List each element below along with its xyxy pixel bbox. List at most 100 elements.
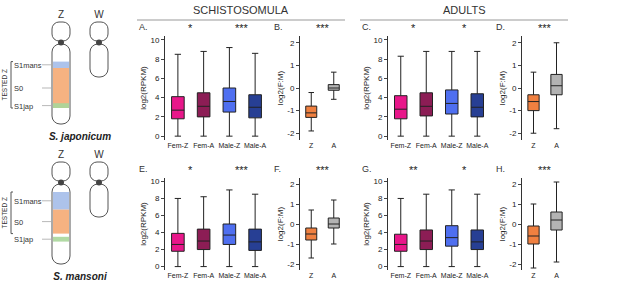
svg-text:log2(RPKM): log2(RPKM) <box>362 66 371 110</box>
svg-text:0: 0 <box>512 220 517 229</box>
svg-text:G.: G. <box>362 164 372 174</box>
svg-text:S. mansoni: S. mansoni <box>53 271 107 282</box>
svg-text:0: 0 <box>378 262 383 271</box>
svg-text:6: 6 <box>378 211 383 220</box>
svg-text:-1: -1 <box>509 106 517 115</box>
svg-text:-2: -2 <box>509 129 517 138</box>
svg-text:0: 0 <box>512 84 517 93</box>
svg-text:-2: -2 <box>287 129 295 138</box>
svg-text:2: 2 <box>155 113 160 122</box>
svg-text:10: 10 <box>150 177 159 186</box>
svg-text:4: 4 <box>378 93 383 102</box>
svg-text:A: A <box>331 142 336 149</box>
svg-text:B.: B. <box>274 22 283 32</box>
svg-text:8: 8 <box>378 55 383 64</box>
svg-text:***: *** <box>316 164 330 176</box>
svg-text:Male-Z: Male-Z <box>218 272 241 279</box>
svg-text:10: 10 <box>373 177 382 186</box>
svg-text:C.: C. <box>362 22 371 32</box>
svg-text:TESTED Z: TESTED Z <box>1 69 8 100</box>
svg-text:A: A <box>331 272 336 279</box>
svg-text:2: 2 <box>378 113 383 122</box>
svg-text:***: *** <box>316 22 330 34</box>
svg-text:*: * <box>462 164 467 176</box>
svg-text:Fem-A: Fem-A <box>193 142 214 149</box>
svg-text:log2(F:M): log2(F:M) <box>276 207 285 242</box>
svg-text:0: 0 <box>378 132 383 141</box>
svg-text:4: 4 <box>155 93 160 102</box>
svg-text:-1: -1 <box>287 106 295 115</box>
svg-text:W: W <box>94 9 104 20</box>
svg-text:Z: Z <box>58 9 64 20</box>
svg-text:4: 4 <box>378 228 383 237</box>
svg-text:ADULTS: ADULTS <box>443 4 486 16</box>
svg-text:S1mans: S1mans <box>14 61 42 70</box>
svg-text:1: 1 <box>290 61 295 70</box>
svg-text:A.: A. <box>139 22 148 32</box>
svg-text:log2(F:M): log2(F:M) <box>498 207 507 242</box>
svg-text:Male-A: Male-A <box>244 272 267 279</box>
svg-text:6: 6 <box>378 74 383 83</box>
svg-text:H.: H. <box>496 164 505 174</box>
svg-text:Z: Z <box>309 142 314 149</box>
svg-text:Fem-Z: Fem-Z <box>390 272 411 279</box>
svg-text:Male-Z: Male-Z <box>441 142 464 149</box>
svg-text:D.: D. <box>496 22 505 32</box>
svg-text:***: *** <box>235 22 249 34</box>
svg-text:8: 8 <box>155 194 160 203</box>
svg-text:Z: Z <box>309 272 314 279</box>
svg-text:Z: Z <box>58 149 64 160</box>
svg-text:8: 8 <box>378 194 383 203</box>
svg-text:S0: S0 <box>14 84 23 93</box>
svg-text:log2(F:M): log2(F:M) <box>498 71 507 106</box>
svg-text:2: 2 <box>290 180 295 189</box>
svg-text:Fem-A: Fem-A <box>416 142 437 149</box>
svg-text:-1: -1 <box>509 240 517 249</box>
svg-text:S. japonicum: S. japonicum <box>49 131 111 142</box>
svg-text:Male-Z: Male-Z <box>218 142 241 149</box>
svg-text:1: 1 <box>512 61 517 70</box>
svg-text:S1jap: S1jap <box>14 235 33 244</box>
svg-text:log2(RPKM): log2(RPKM) <box>139 66 148 110</box>
svg-text:Male-A: Male-A <box>466 142 489 149</box>
svg-text:10: 10 <box>150 36 159 45</box>
svg-text:F.: F. <box>274 164 281 174</box>
svg-text:1: 1 <box>290 200 295 209</box>
svg-text:Fem-A: Fem-A <box>193 272 214 279</box>
svg-text:Fem-Z: Fem-Z <box>390 142 411 149</box>
svg-text:-1: -1 <box>287 240 295 249</box>
svg-text:S1mans: S1mans <box>14 197 42 206</box>
svg-text:2: 2 <box>290 39 295 48</box>
svg-text:Z: Z <box>531 142 536 149</box>
svg-text:Fem-A: Fem-A <box>416 272 437 279</box>
svg-text:log2(RPKM): log2(RPKM) <box>139 202 148 246</box>
svg-text:Fem-Z: Fem-Z <box>168 272 189 279</box>
svg-text:4: 4 <box>155 228 160 237</box>
svg-text:E.: E. <box>139 164 148 174</box>
svg-text:0: 0 <box>290 84 295 93</box>
svg-text:2: 2 <box>378 245 383 254</box>
svg-text:***: *** <box>235 164 249 176</box>
svg-text:***: *** <box>538 22 552 34</box>
svg-text:TESTED Z: TESTED Z <box>1 197 8 228</box>
svg-text:1: 1 <box>512 200 517 209</box>
svg-text:8: 8 <box>155 55 160 64</box>
svg-text:0: 0 <box>155 262 160 271</box>
svg-text:0: 0 <box>155 132 160 141</box>
svg-text:Male-Z: Male-Z <box>441 272 464 279</box>
svg-text:*: * <box>411 22 416 34</box>
svg-text:2: 2 <box>512 39 517 48</box>
svg-text:*: * <box>188 22 193 34</box>
svg-text:**: ** <box>409 164 418 176</box>
svg-text:SCHISTOSOMULA: SCHISTOSOMULA <box>193 4 289 16</box>
svg-text:A: A <box>554 142 559 149</box>
svg-text:2: 2 <box>155 245 160 254</box>
svg-text:S0: S0 <box>14 218 23 227</box>
svg-text:*: * <box>462 22 467 34</box>
svg-text:A: A <box>554 272 559 279</box>
svg-text:Male-A: Male-A <box>466 272 489 279</box>
svg-text:Male-A: Male-A <box>244 142 267 149</box>
svg-text:Fem-Z: Fem-Z <box>168 142 189 149</box>
svg-text:10: 10 <box>373 36 382 45</box>
svg-text:Z: Z <box>531 272 536 279</box>
